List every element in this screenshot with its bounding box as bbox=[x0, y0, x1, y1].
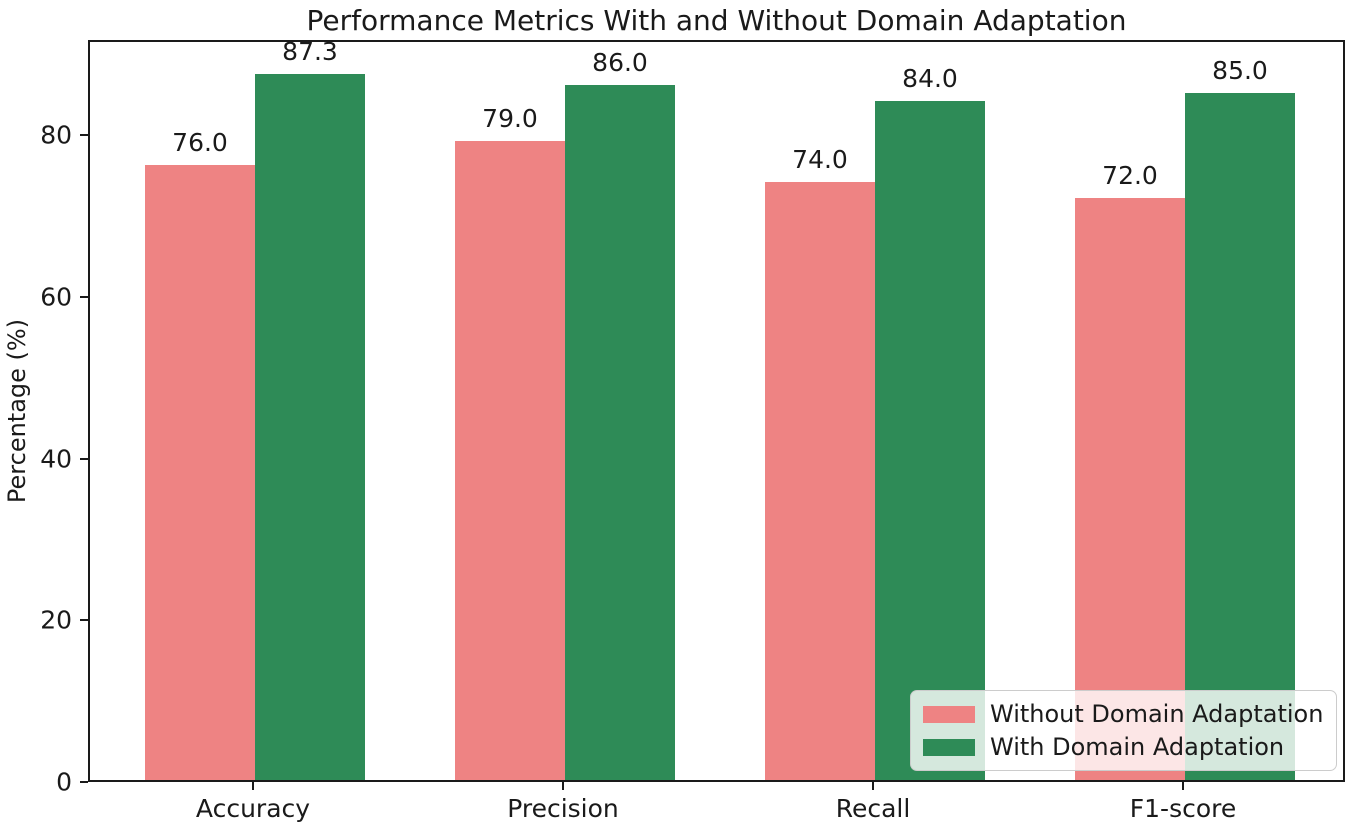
bar-without-domain-adaptation-precision bbox=[455, 141, 565, 780]
bar-value-label-without-domain-adaptation-f1-score: 72.0 bbox=[1102, 160, 1158, 190]
y-tick-mark-80 bbox=[80, 134, 88, 137]
x-tick-mark-accuracy bbox=[252, 782, 254, 790]
x-tick-mark-precision bbox=[562, 782, 564, 790]
x-tick-label-recall: Recall bbox=[835, 794, 911, 823]
plot-area: 76.0 87.3 79.0 86.0 74.0 84.0 72.0 85.0 bbox=[88, 37, 1345, 782]
legend-label-with-domain-adaptation: With Domain Adaptation bbox=[990, 733, 1285, 761]
bar-with-domain-adaptation-recall bbox=[875, 100, 985, 780]
y-tick-label-0: 0 bbox=[56, 767, 72, 797]
x-tick-label-precision: Precision bbox=[507, 794, 619, 823]
x-tick-label-accuracy: Accuracy bbox=[195, 794, 311, 823]
bar-with-domain-adaptation-accuracy bbox=[255, 74, 365, 780]
y-tick-mark-20 bbox=[80, 619, 88, 622]
y-tick-mark-40 bbox=[80, 457, 88, 460]
legend-swatch-without-domain-adaptation bbox=[923, 705, 975, 723]
bar-value-label-with-domain-adaptation-accuracy: 87.3 bbox=[282, 37, 338, 66]
bar-without-domain-adaptation-accuracy bbox=[145, 165, 255, 780]
chart-title: Performance Metrics With and Without Dom… bbox=[306, 4, 1127, 37]
bar-value-label-without-domain-adaptation-precision: 79.0 bbox=[482, 104, 538, 134]
bar-without-domain-adaptation-recall bbox=[765, 181, 875, 780]
x-tick-mark-f1-score bbox=[1182, 782, 1184, 790]
y-tick-label-80: 80 bbox=[40, 120, 72, 150]
legend-label-without-domain-adaptation: Without Domain Adaptation bbox=[990, 700, 1324, 728]
bar-value-label-without-domain-adaptation-recall: 74.0 bbox=[792, 144, 848, 174]
x-tick-mark-recall bbox=[872, 782, 874, 790]
bar-value-label-with-domain-adaptation-precision: 86.0 bbox=[592, 47, 648, 77]
y-axis-label: Percentage (%) bbox=[3, 318, 31, 504]
x-tick-label-f1-score: F1-score bbox=[1129, 794, 1237, 823]
y-tick-label-20: 20 bbox=[40, 605, 72, 635]
y-tick-label-60: 60 bbox=[40, 282, 72, 312]
y-tick-mark-0 bbox=[80, 781, 88, 783]
y-tick-label-40: 40 bbox=[40, 444, 72, 473]
bar-with-domain-adaptation-f1-score bbox=[1185, 92, 1295, 780]
legend-item-with-domain-adaptation: With Domain Adaptation bbox=[923, 733, 1324, 761]
bar-value-label-without-domain-adaptation-accuracy: 76.0 bbox=[172, 128, 228, 158]
bar-value-label-with-domain-adaptation-recall: 84.0 bbox=[902, 63, 958, 93]
y-tick-mark-60 bbox=[80, 295, 88, 298]
bar-value-label-with-domain-adaptation-f1-score: 85.0 bbox=[1212, 55, 1268, 85]
legend-swatch-with-domain-adaptation bbox=[923, 738, 975, 756]
legend: Without Domain Adaptation With Domain Ada… bbox=[910, 690, 1337, 771]
legend-item-without-domain-adaptation: Without Domain Adaptation bbox=[923, 700, 1324, 728]
bar-with-domain-adaptation-precision bbox=[565, 84, 675, 780]
bar-without-domain-adaptation-f1-score bbox=[1075, 197, 1185, 780]
